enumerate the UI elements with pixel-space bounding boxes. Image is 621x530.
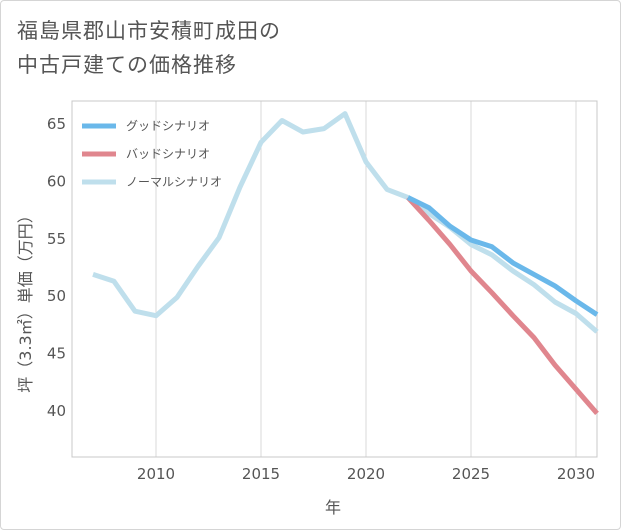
y-tick-label: 50: [47, 287, 66, 305]
series-line-2: [92, 111, 599, 334]
y-tick-label: 60: [47, 172, 66, 190]
chart-title-line-1: 福島県郡山市安積町成田の: [17, 19, 281, 43]
y-tick-label: 45: [47, 345, 66, 363]
grid-lines: [155, 101, 577, 457]
legend-label: ノーマルシナリオ: [126, 175, 222, 189]
series-layer: [92, 111, 599, 416]
x-tick-label: 2015: [242, 465, 280, 483]
legend-item: グッドシナリオ: [82, 119, 210, 133]
series-line-0: [406, 195, 599, 317]
x-axis-ticks: 2010 2015 2020 2025 2030: [137, 465, 595, 483]
series-line-1: [406, 195, 599, 416]
plot-area: [71, 100, 598, 458]
x-tick-label: 2020: [347, 465, 385, 483]
x-tick-label: 2025: [452, 465, 490, 483]
legend-item: バッドシナリオ: [82, 147, 210, 161]
x-axis-label: 年: [325, 498, 341, 517]
y-axis-label: 坪（3.3㎡）単価（万円）: [16, 207, 35, 392]
x-tick-label: 2010: [137, 465, 175, 483]
legend-item: ノーマルシナリオ: [82, 175, 222, 189]
x-tick-label: 2030: [557, 465, 595, 483]
legend-label: バッドシナリオ: [126, 147, 210, 161]
chart-title: 福島県郡山市安積町成田の 中古戸建ての価格推移: [17, 14, 281, 82]
y-tick-label: 65: [47, 115, 66, 133]
legend-label: グッドシナリオ: [126, 119, 210, 133]
chart-title-line-2: 中古戸建ての価格推移: [17, 53, 237, 77]
y-axis-ticks: 40 45 50 55 60 65: [47, 115, 66, 420]
y-tick-label: 40: [47, 402, 66, 420]
y-tick-label: 55: [47, 230, 66, 248]
